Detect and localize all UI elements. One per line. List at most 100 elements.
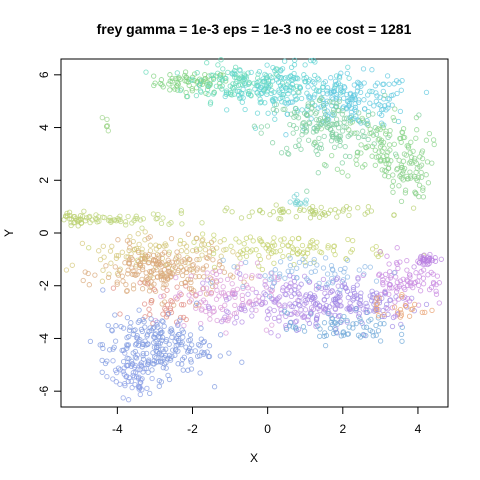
data-point: [181, 368, 185, 372]
data-point: [254, 290, 258, 294]
data-point: [175, 250, 179, 254]
data-point: [427, 131, 431, 135]
data-point: [338, 267, 342, 271]
data-point: [240, 320, 244, 324]
data-point: [417, 283, 421, 287]
data-point: [242, 242, 246, 246]
data-point: [269, 331, 273, 335]
data-point: [101, 288, 105, 292]
x-axis-label: X: [250, 451, 258, 465]
data-point: [138, 281, 142, 285]
data-point: [390, 184, 394, 188]
data-point: [370, 154, 374, 158]
data-point: [289, 65, 293, 69]
data-point: [268, 212, 272, 216]
data-point: [200, 253, 204, 257]
data-point: [273, 117, 277, 121]
data-point: [263, 274, 267, 278]
data-point: [394, 290, 398, 294]
data-point: [364, 301, 368, 305]
data-point: [225, 277, 229, 281]
data-point: [126, 398, 130, 402]
data-point: [98, 257, 102, 261]
data-point: [415, 128, 419, 132]
data-point: [306, 85, 310, 89]
data-point: [356, 135, 360, 139]
data-point: [308, 216, 312, 220]
y-tick-label: -2: [37, 280, 51, 291]
data-point: [269, 91, 273, 95]
data-point: [175, 285, 179, 289]
data-point: [237, 240, 241, 244]
data-point: [289, 294, 293, 298]
data-point: [218, 269, 222, 273]
data-point: [222, 270, 226, 274]
data-point: [255, 111, 259, 115]
data-point: [266, 255, 270, 259]
data-point: [87, 246, 91, 250]
data-point: [101, 244, 105, 248]
data-point: [159, 294, 163, 298]
data-point: [124, 282, 128, 286]
data-point: [100, 358, 104, 362]
data-point: [229, 244, 233, 248]
x-tick-label: -2: [187, 422, 198, 436]
point-cluster: [288, 192, 309, 206]
data-point: [294, 215, 298, 219]
x-tick-label: 2: [339, 422, 346, 436]
data-point: [368, 101, 372, 105]
data-point: [323, 343, 327, 347]
data-point: [414, 170, 418, 174]
data-point: [278, 249, 282, 253]
data-point: [370, 68, 374, 72]
data-point: [417, 183, 421, 187]
data-point: [387, 82, 391, 86]
data-point: [345, 71, 349, 75]
data-point: [361, 129, 365, 133]
data-point: [151, 212, 155, 216]
data-point: [366, 137, 370, 141]
data-point: [301, 325, 305, 329]
data-point: [343, 154, 347, 158]
data-point: [243, 107, 247, 111]
data-point: [113, 339, 117, 343]
data-point: [397, 184, 401, 188]
data-point: [342, 96, 346, 100]
data-point: [169, 236, 173, 240]
data-point: [362, 98, 366, 102]
data-point: [148, 391, 152, 395]
data-point: [93, 273, 97, 277]
data-point: [180, 273, 184, 277]
data-point: [224, 331, 228, 335]
data-point: [280, 243, 284, 247]
y-axis-label: Y: [2, 229, 16, 237]
data-point: [185, 249, 189, 253]
data-point: [106, 129, 110, 133]
data-point: [270, 323, 274, 327]
data-point: [191, 262, 195, 266]
data-point: [80, 241, 84, 245]
data-point: [204, 309, 208, 313]
plot-frame: [61, 59, 448, 407]
x-axis: -4 -2 0 2 4: [112, 407, 422, 436]
data-point: [366, 205, 370, 209]
data-point: [184, 244, 188, 248]
data-point: [110, 244, 114, 248]
data-point: [303, 63, 307, 67]
data-point: [356, 206, 360, 210]
data-point: [150, 376, 154, 380]
data-point: [336, 210, 340, 214]
data-point: [250, 210, 254, 214]
data-point: [108, 249, 112, 253]
data-point: [395, 246, 399, 250]
data-point: [137, 242, 141, 246]
point-cluster: [412, 252, 444, 269]
data-point: [251, 239, 255, 243]
point-cluster: [197, 58, 372, 130]
data-point: [138, 392, 142, 396]
data-point: [284, 133, 288, 137]
data-point: [157, 384, 161, 388]
data-point: [215, 318, 219, 322]
data-point: [149, 317, 153, 321]
data-point: [421, 195, 425, 199]
